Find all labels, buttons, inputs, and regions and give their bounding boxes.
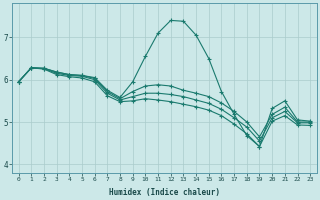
X-axis label: Humidex (Indice chaleur): Humidex (Indice chaleur) — [109, 188, 220, 197]
